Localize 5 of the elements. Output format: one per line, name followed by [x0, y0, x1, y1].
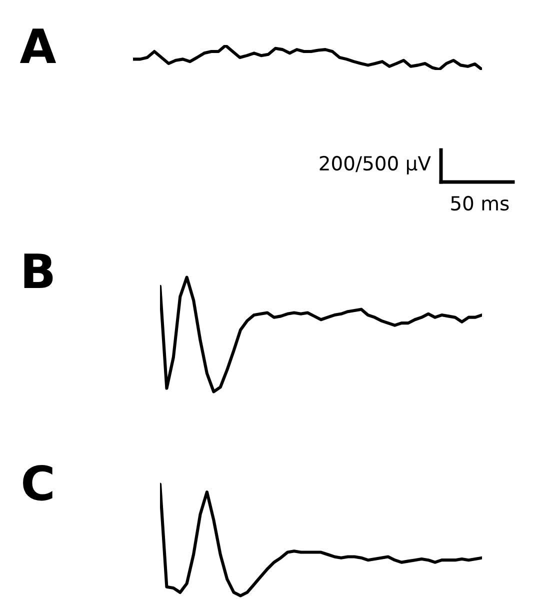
chart-title: B [24, 254, 53, 288]
text: 50 ms [451, 196, 509, 211]
text: 200/500 µV [320, 156, 431, 174]
chart-title: A [20, 28, 56, 64]
chart-title: C [23, 464, 52, 501]
